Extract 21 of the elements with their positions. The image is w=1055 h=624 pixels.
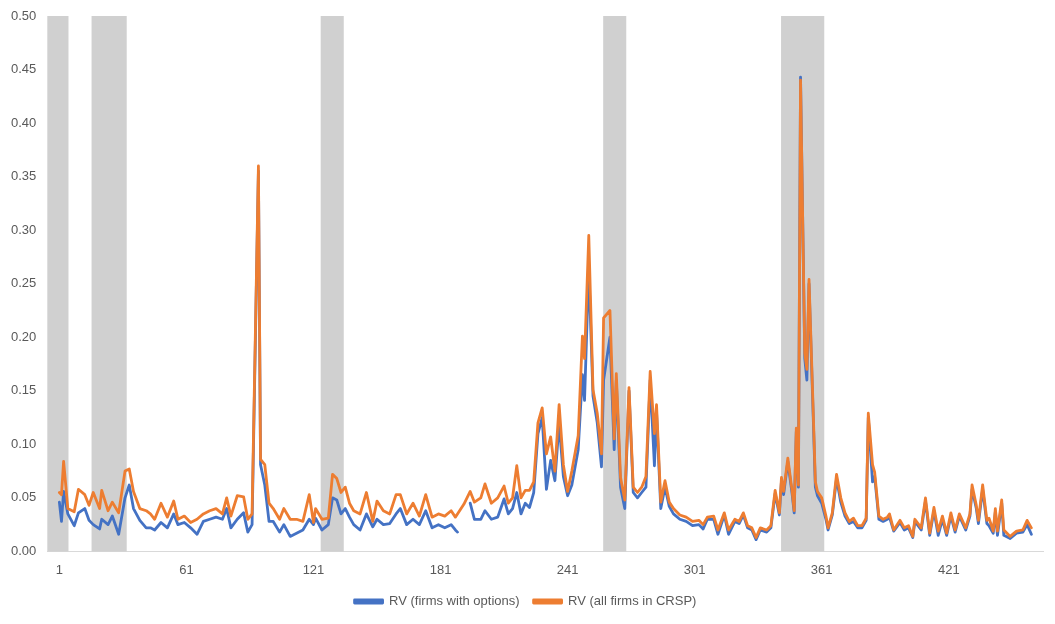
y-tick-label: 0.35 [10, 168, 37, 184]
x-tick-label: 361 [810, 561, 833, 577]
y-tick-label: 0.25 [10, 275, 37, 291]
x-tick-label: 121 [302, 561, 325, 577]
y-tick-label: 0.05 [10, 489, 37, 505]
y-tick-label: 0.45 [10, 61, 37, 77]
x-tick-label: 61 [179, 561, 194, 577]
x-tick-label: 421 [937, 561, 960, 577]
y-tick-label: 0.15 [10, 382, 37, 398]
y-tick-label: 0.00 [10, 542, 37, 558]
y-tick-label: 0.10 [10, 435, 37, 451]
x-tick-label: 181 [429, 561, 452, 577]
x-tick-label: 241 [556, 561, 579, 577]
y-tick-label: 0.30 [10, 221, 37, 237]
y-tick-label: 0.50 [10, 7, 37, 23]
y-tick-label: 0.40 [10, 114, 37, 130]
x-tick-label: 1 [55, 561, 63, 577]
legend-label: RV (firms with options) [389, 593, 520, 609]
y-tick-label: 0.20 [10, 328, 37, 344]
x-tick-label: 301 [683, 561, 706, 577]
legend-label: RV (all firms in CRSP) [568, 593, 697, 609]
